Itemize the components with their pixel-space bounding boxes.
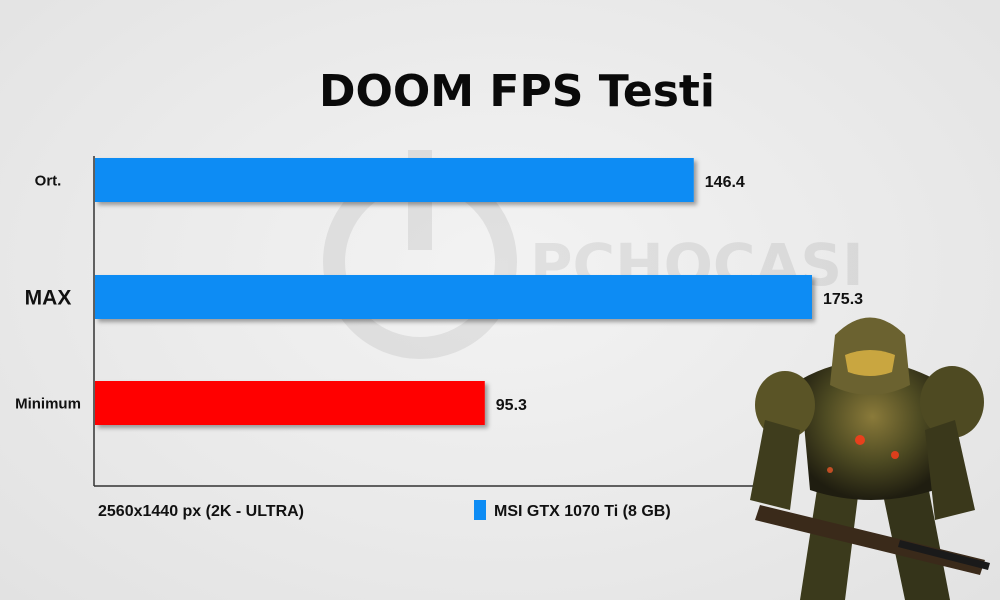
value-label-2: 95.3 xyxy=(496,397,527,414)
mascot-left-arm xyxy=(750,420,800,510)
mascot-glow-3 xyxy=(827,467,833,473)
x-axis-label: 2560x1440 px (2K - ULTRA) xyxy=(98,503,304,520)
mascot-visor xyxy=(845,350,895,376)
category-label-2: Minimum xyxy=(15,395,81,412)
legend: MSI GTX 1070 Ti (8 GB) xyxy=(474,500,671,520)
value-label-0: 146.4 xyxy=(705,174,745,191)
legend-label: MSI GTX 1070 Ti (8 GB) xyxy=(494,503,671,520)
mascot-torso xyxy=(800,361,945,500)
mascot-shotgun xyxy=(755,505,985,575)
chart-title: DOOM FPS Testi xyxy=(319,66,715,117)
bars-group: Ort. 146.4 MAX 175.3 Minimum 95.3 xyxy=(15,158,863,425)
bar-0 xyxy=(95,158,694,202)
mascot-glow-2 xyxy=(891,451,899,459)
bar-2 xyxy=(95,381,485,425)
category-label-0: Ort. xyxy=(35,172,62,189)
mascot-right-shoulder xyxy=(920,366,984,438)
mascot-right-arm xyxy=(925,420,975,520)
mascot-right-leg xyxy=(880,470,950,600)
bar-1 xyxy=(95,275,812,319)
mascot-shotgun-barrel xyxy=(898,540,990,570)
value-label-1: 175.3 xyxy=(823,291,863,308)
category-label-1: MAX xyxy=(25,286,72,309)
mascot-glow-1 xyxy=(855,435,865,445)
doom-slayer-figure xyxy=(750,317,990,600)
legend-swatch xyxy=(474,500,486,520)
